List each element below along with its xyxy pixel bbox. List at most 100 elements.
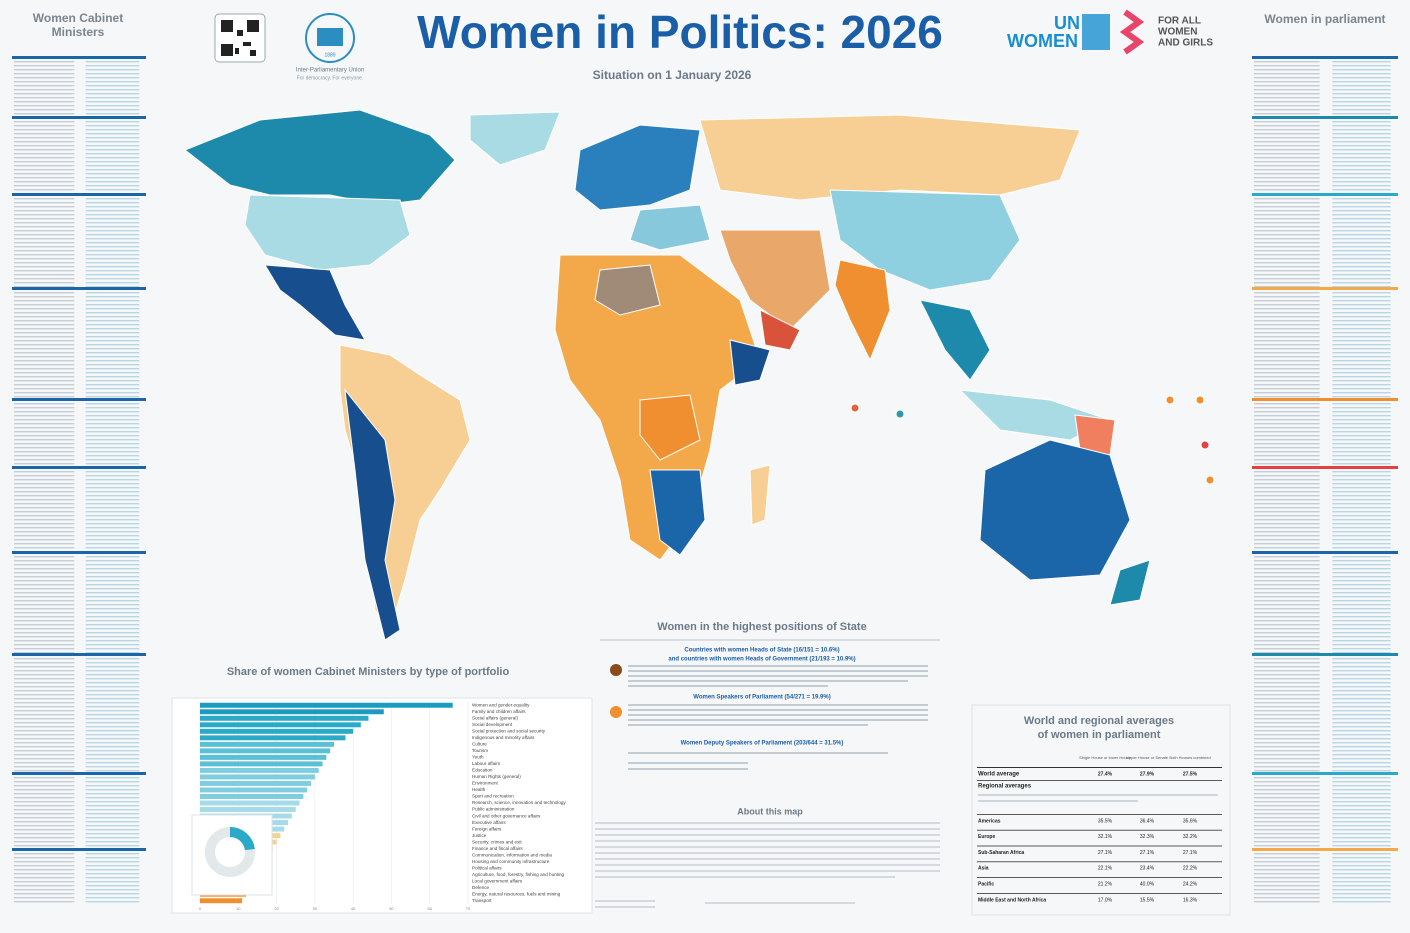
category-label: Justice (472, 833, 487, 838)
un-emblem (1082, 14, 1110, 50)
table-row (14, 376, 75, 378)
table-row (1254, 600, 1320, 602)
right-table (1252, 56, 1398, 903)
table-row (85, 762, 140, 764)
table-row (1254, 344, 1320, 346)
table-row (85, 93, 140, 95)
table-row (1332, 694, 1391, 696)
table-row (85, 392, 140, 394)
table-row (85, 718, 140, 720)
table-row (85, 608, 140, 610)
table-row (1332, 746, 1391, 748)
table-row (1254, 833, 1320, 835)
table-row (14, 222, 75, 224)
table-row (1332, 206, 1391, 208)
table-section-header (1252, 466, 1398, 469)
table-row (14, 592, 75, 594)
table-row (1332, 829, 1391, 831)
table-row (14, 519, 75, 521)
table-row (1254, 670, 1320, 672)
table-row (14, 742, 75, 744)
table-title: of women in parliament (1038, 729, 1161, 741)
table-row (1254, 352, 1320, 354)
table-row (14, 825, 75, 827)
x-tick-label: 30 (313, 906, 318, 911)
table-row (14, 616, 75, 618)
table-row (1254, 568, 1320, 570)
table-row (14, 149, 75, 151)
table-row (1254, 300, 1320, 302)
category-label: Social affairs (general) (472, 716, 518, 721)
table-row (1254, 403, 1320, 405)
table-row (85, 690, 140, 692)
table-row (1332, 296, 1391, 298)
cell: 15.5% (1140, 897, 1155, 903)
table-row (14, 278, 75, 280)
table-row (85, 218, 140, 220)
category-label: Education (472, 768, 493, 773)
table-row (85, 328, 140, 330)
table-row (85, 145, 140, 147)
table-row (1254, 189, 1320, 191)
table-row (14, 141, 75, 143)
table-row (1254, 694, 1320, 696)
table-row (1332, 419, 1391, 421)
table-row (1254, 620, 1320, 622)
table-row (85, 674, 140, 676)
table-row (14, 539, 75, 541)
table-row (1254, 821, 1320, 823)
qr-pattern (221, 20, 259, 56)
table-row (1254, 515, 1320, 517)
table-row (1332, 825, 1391, 827)
table-row (85, 431, 140, 433)
table-row (1332, 364, 1391, 366)
table-section-header (12, 398, 146, 401)
table-row (1254, 604, 1320, 606)
table-row (85, 596, 140, 598)
table-section-header (12, 287, 146, 290)
table-row (14, 564, 75, 566)
table-row (85, 702, 140, 704)
table-row (85, 781, 140, 783)
table-row (1254, 479, 1320, 481)
table-row (14, 463, 75, 465)
table-row (1332, 185, 1391, 187)
table-row (1332, 286, 1391, 288)
table-row (1332, 785, 1391, 787)
table-row (14, 344, 75, 346)
table-row (1332, 531, 1391, 533)
table-row (1254, 897, 1320, 899)
table-row (1254, 710, 1320, 712)
table-row (14, 427, 75, 429)
table-row (14, 161, 75, 163)
table-row (14, 282, 75, 284)
table-row (14, 396, 75, 398)
table-row (14, 77, 75, 79)
table-row (1332, 624, 1391, 626)
table-row (1254, 149, 1320, 151)
table-row (1254, 734, 1320, 736)
table-row (85, 304, 140, 306)
table-row (1254, 296, 1320, 298)
table-row (1254, 648, 1320, 650)
table-row (1254, 145, 1320, 147)
table-row (1332, 809, 1391, 811)
table-row (14, 403, 75, 405)
table-row (14, 101, 75, 103)
bar (200, 787, 308, 793)
table-row (1332, 169, 1391, 171)
table-row (14, 439, 75, 441)
table-row (85, 340, 140, 342)
table-row (14, 356, 75, 358)
table-row (1332, 447, 1391, 449)
cell: 27.9% (1140, 771, 1155, 777)
filler-text (628, 665, 928, 687)
table-row (1254, 817, 1320, 819)
table-row (85, 644, 140, 646)
table-row (1332, 328, 1391, 330)
table-row (1254, 714, 1320, 716)
table-row (1332, 73, 1391, 75)
table-row (1332, 495, 1391, 497)
table-row (1254, 770, 1320, 772)
table-row (1254, 841, 1320, 843)
